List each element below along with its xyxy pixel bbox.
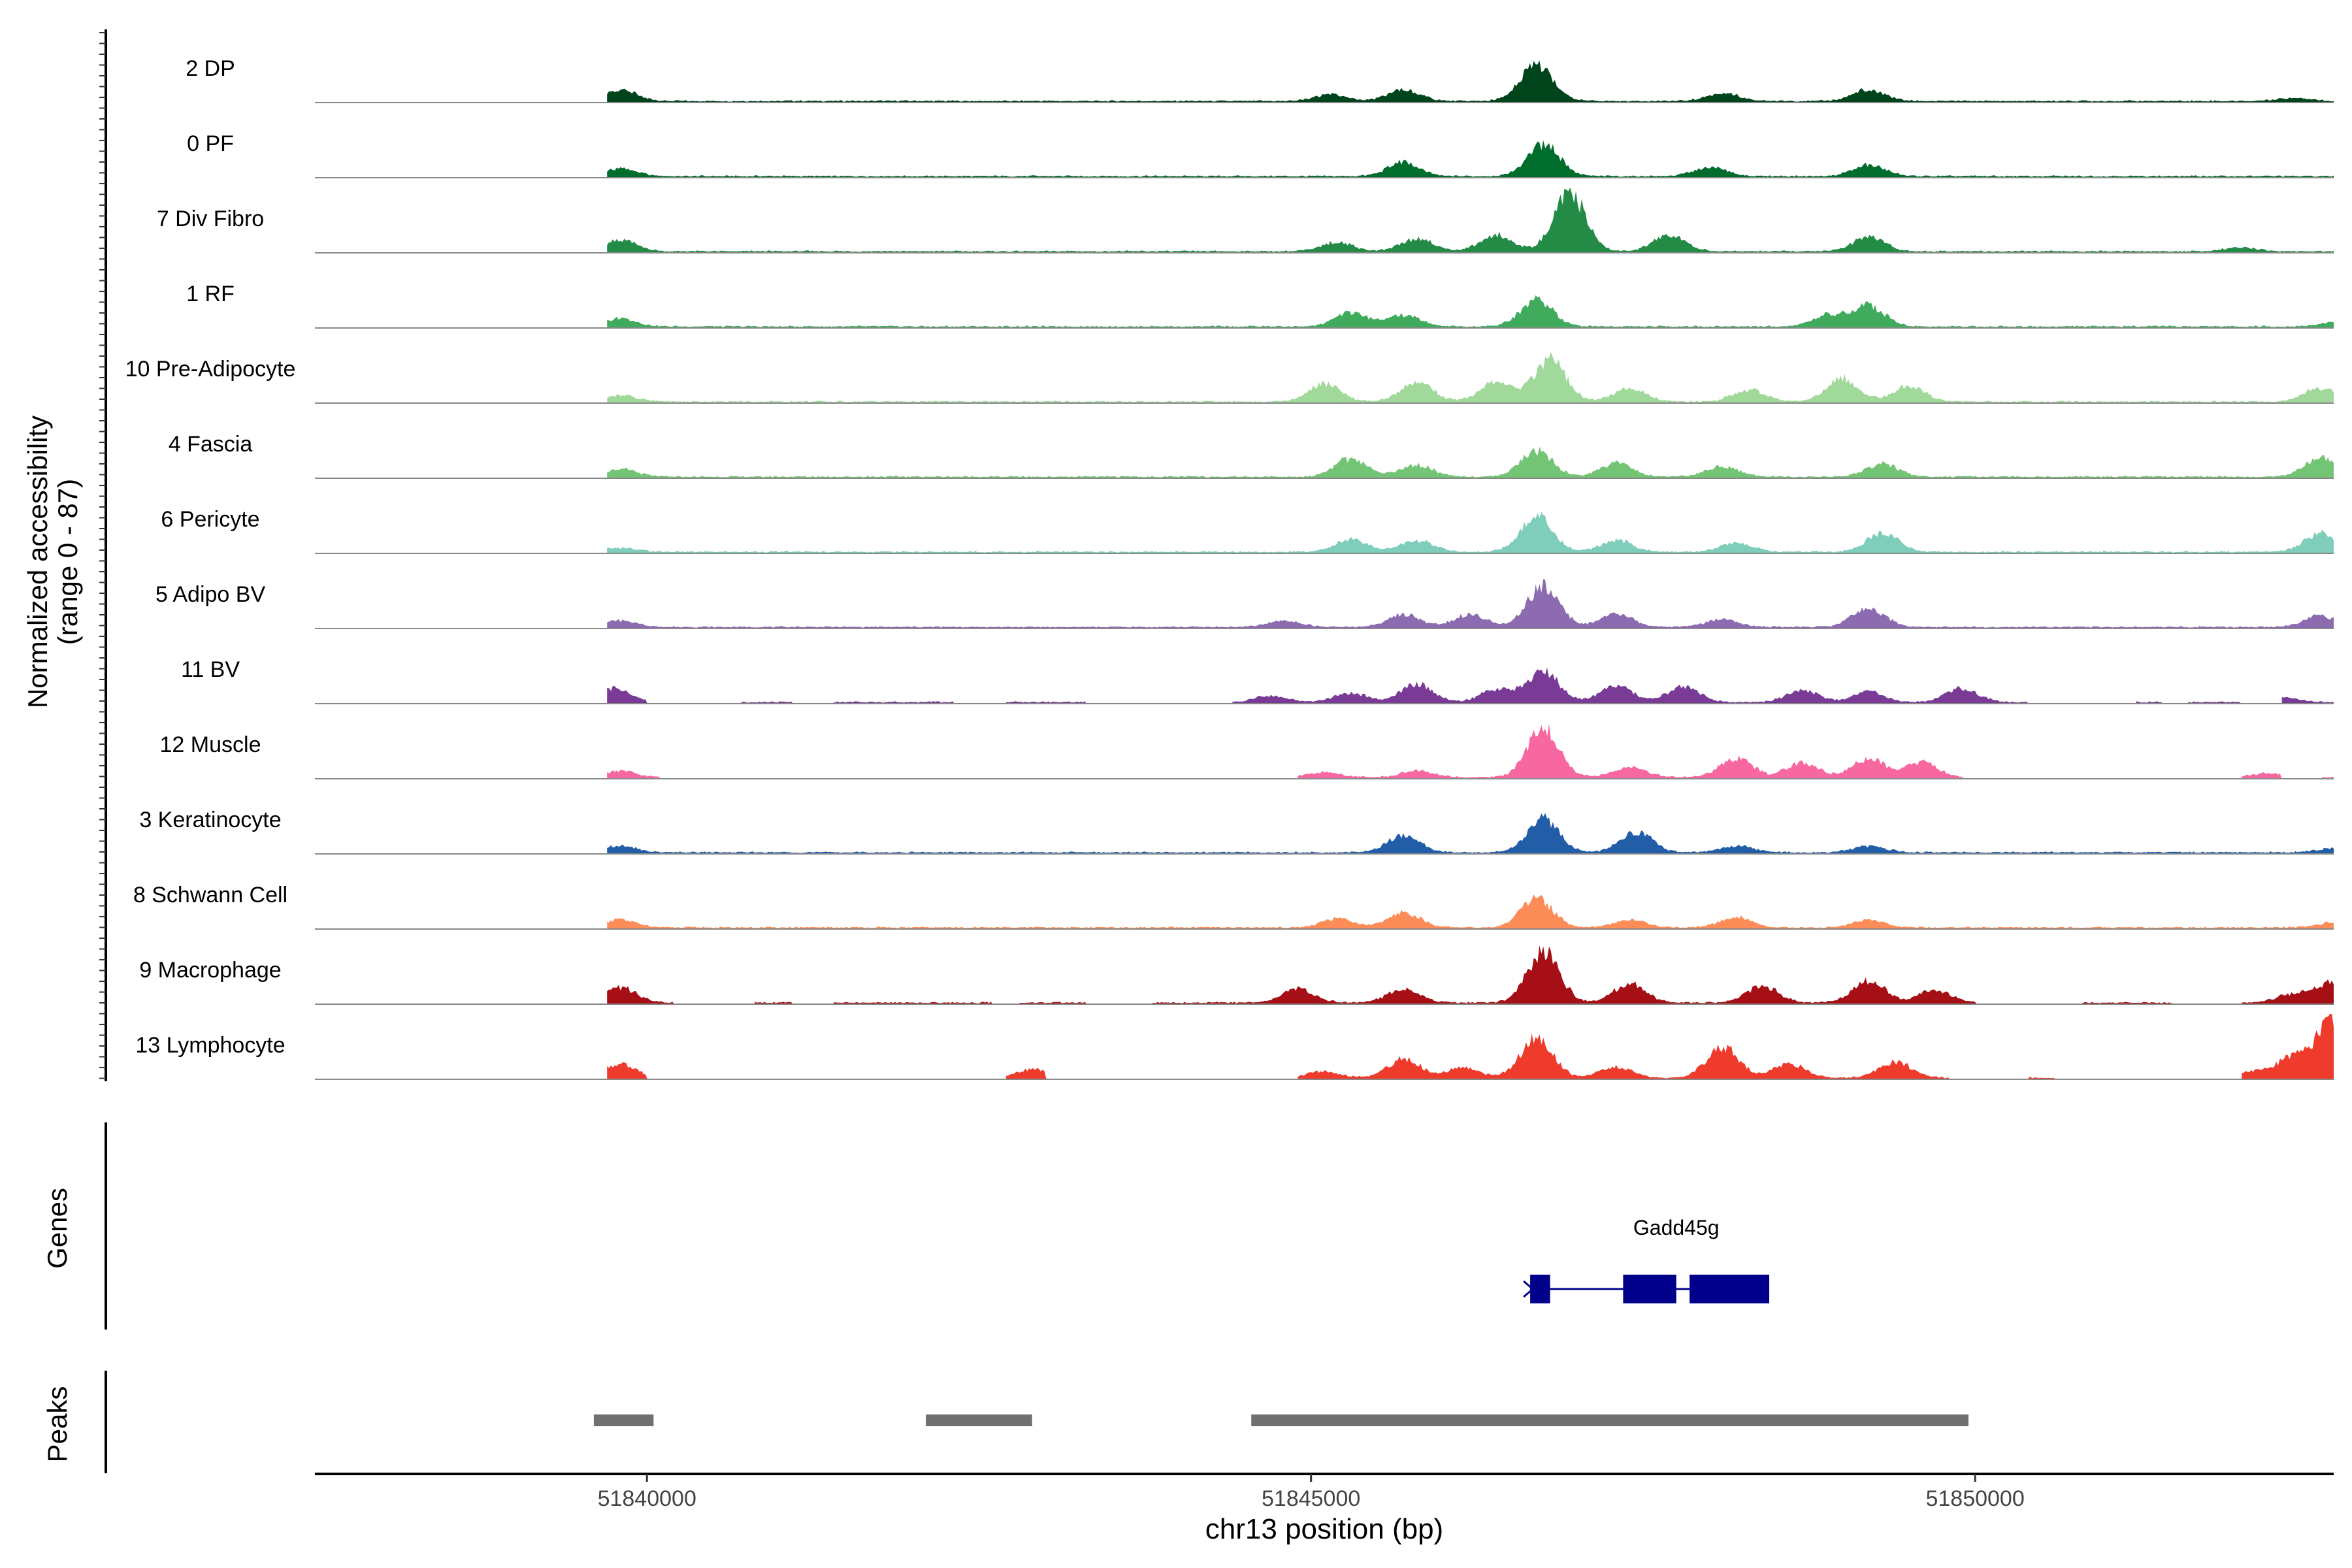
track-label: 10 Pre-Adipocyte [125, 357, 296, 382]
peak-track [593, 1414, 1968, 1426]
track: 7 Div Fibro [157, 188, 2334, 253]
gene-exon [1530, 1275, 1550, 1303]
x-tick-label: 51840000 [598, 1486, 696, 1511]
y-axis-title-line2: (range 0 - 87) [52, 479, 83, 645]
track-area [607, 60, 2334, 103]
track-area [607, 188, 2334, 253]
y-axis-title-line1: Normalized accessibility [22, 416, 53, 708]
track-label: 8 Schwann Cell [133, 883, 287, 907]
track-area [607, 140, 2334, 178]
x-axis-ticks: 51840000 51845000 51850000 [598, 1474, 2025, 1511]
genes-panel-label: Genes [42, 1188, 73, 1269]
track-area [607, 1014, 2334, 1079]
track-label: 11 BV [181, 657, 240, 682]
track-label: 12 Muscle [160, 732, 261, 757]
track: 6 Pericyte [161, 507, 2334, 554]
track-area [607, 351, 2334, 403]
track-label: 1 RF [186, 282, 235, 306]
track-area [607, 945, 2334, 1004]
track: 11 BV [181, 657, 2334, 704]
track-label: 13 Lymphocyte [135, 1033, 285, 1058]
gene-label: Gadd45g [1633, 1216, 1720, 1239]
track-label: 5 Adipo BV [155, 582, 266, 607]
track: 8 Schwann Cell [133, 883, 2334, 930]
track: 4 Fascia [169, 432, 2334, 479]
x-axis-title: chr13 position (bp) [1205, 1513, 1443, 1545]
track-label: 2 DP [186, 56, 235, 81]
x-tick-label: 51845000 [1262, 1486, 1360, 1511]
peak-region [593, 1414, 654, 1426]
track-area [607, 446, 2334, 478]
gene-track: Gadd45g [1523, 1216, 1770, 1303]
track-label: 4 Fascia [169, 432, 253, 457]
track: 2 DP [186, 56, 2334, 103]
track: 13 Lymphocyte [135, 1014, 2334, 1080]
track: 5 Adipo BV [155, 579, 2334, 629]
gene-exon [1690, 1275, 1770, 1303]
track-area [607, 579, 2334, 629]
track: 3 Keratinocyte [139, 808, 2334, 855]
track-area [607, 667, 2334, 704]
track: 9 Macrophage [139, 945, 2334, 1005]
track-area [607, 813, 2334, 854]
track-area [607, 512, 2334, 553]
track: 12 Muscle [160, 723, 2334, 779]
peak-region [926, 1414, 1032, 1426]
track: 0 PF [187, 131, 2334, 178]
x-tick-label: 51850000 [1925, 1486, 2024, 1511]
track-label: 6 Pericyte [161, 507, 259, 532]
track-label: 3 Keratinocyte [139, 808, 281, 832]
peaks-panel-label: Peaks [42, 1386, 73, 1463]
track-area [607, 295, 2334, 328]
gene-exon [1623, 1275, 1676, 1303]
track: 1 RF [186, 282, 2334, 329]
y-axis-ticks [99, 32, 106, 1079]
track-area [607, 723, 2334, 779]
peak-region [1251, 1414, 1968, 1426]
track-label: 0 PF [187, 131, 234, 156]
coverage-tracks: 2 DP 0 PF 7 Div Fibro 1 RF 10 Pre-Adipocyte 4… [125, 56, 2334, 1080]
track-label: 9 Macrophage [139, 958, 281, 983]
track: 10 Pre-Adipocyte [125, 351, 2334, 404]
y-axis-title: Normalized accessibility (range 0 - 87) [22, 416, 83, 708]
track-label: 7 Div Fibro [157, 206, 264, 231]
track-area [607, 894, 2334, 929]
